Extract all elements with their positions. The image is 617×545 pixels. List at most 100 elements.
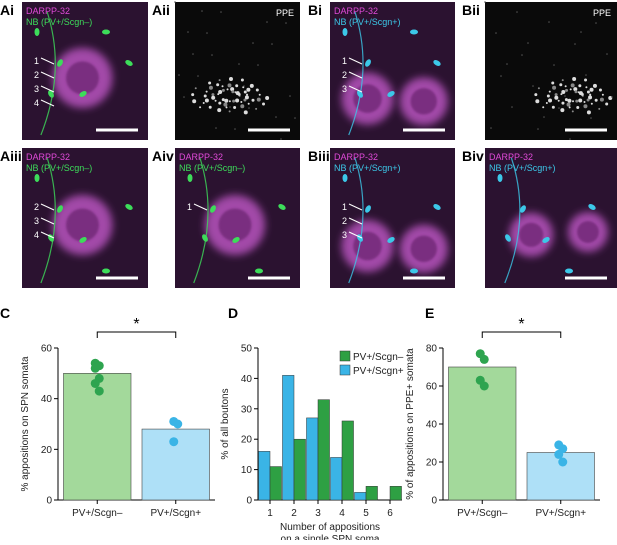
noise <box>211 54 213 56</box>
bar <box>365 486 378 501</box>
nucleus <box>519 222 544 247</box>
micrograph <box>175 148 300 288</box>
arrow <box>348 231 363 239</box>
stain-label: DARPP-32 <box>334 152 378 162</box>
noise <box>234 128 236 130</box>
x-tick-label: 4 <box>339 508 345 519</box>
arrow <box>348 57 363 65</box>
noise <box>580 31 582 33</box>
nucleus <box>576 221 599 243</box>
ppe-granule <box>240 101 243 104</box>
ppe-granule <box>223 102 228 107</box>
ppe-granule <box>208 81 212 85</box>
y-tick-label: 20 <box>41 445 53 456</box>
micrograph <box>484 1 617 140</box>
bouton <box>57 205 63 213</box>
data-point <box>554 449 564 459</box>
noise <box>548 21 550 23</box>
ppe-granule <box>246 87 251 92</box>
data-point <box>479 381 489 391</box>
bouton <box>79 237 87 243</box>
arrow-number: 1 <box>342 202 347 212</box>
stain-label: DARPP-32 <box>489 152 533 162</box>
ppe-granule <box>559 83 563 87</box>
noise <box>248 107 250 109</box>
y-tick-label: 80 <box>426 344 438 355</box>
ppe-granule <box>256 97 261 102</box>
noise <box>229 106 231 108</box>
y-tick-label: 0 <box>46 496 52 507</box>
ppe-granule <box>255 107 258 110</box>
noise <box>289 95 291 97</box>
ppe-granule <box>570 83 575 88</box>
bar <box>282 375 295 501</box>
ppe-granule <box>598 107 601 110</box>
arrow-number: 1 <box>342 56 347 66</box>
noise <box>490 127 492 129</box>
ppe-granule <box>221 85 224 88</box>
bouton <box>125 204 133 210</box>
ppe-granule <box>564 85 567 88</box>
ppe-granule <box>545 102 548 105</box>
noise <box>201 10 203 12</box>
bouton <box>520 205 526 213</box>
ppe-granule <box>221 88 225 92</box>
x-tick-label: 2 <box>291 508 297 519</box>
arrow-number: 2 <box>342 70 347 80</box>
noise <box>266 21 268 23</box>
ppe-granule <box>601 93 604 96</box>
ppe-granule <box>598 88 602 92</box>
panel-label: E <box>425 305 434 321</box>
micrograph <box>485 148 617 288</box>
bouton <box>102 268 110 274</box>
ppe-granule <box>534 93 538 97</box>
noise <box>532 85 534 87</box>
bouton <box>588 204 596 210</box>
bouton <box>79 91 87 97</box>
y-axis-label: % of appositions on PPE+ somata <box>405 348 416 500</box>
micrograph <box>22 2 148 140</box>
noise <box>564 95 566 97</box>
ppe-granule <box>592 83 597 88</box>
bar <box>330 457 343 501</box>
ppe-granule <box>564 98 568 102</box>
noise <box>174 1 176 3</box>
ppe-granule <box>573 87 578 92</box>
arrow <box>40 71 55 79</box>
ppe-granule <box>214 99 217 102</box>
bouton <box>365 59 371 67</box>
arrow <box>348 217 363 225</box>
noise <box>238 63 240 65</box>
bouton <box>410 268 418 274</box>
noise <box>590 117 592 119</box>
ppe-granule <box>228 110 231 113</box>
nucleus <box>65 208 99 242</box>
noise <box>553 64 555 66</box>
bar <box>389 486 402 501</box>
panel-label: Bii <box>462 2 480 18</box>
arrow <box>348 71 363 79</box>
ppe-granule <box>191 93 195 97</box>
ppe-granule <box>575 99 579 103</box>
stain-label: NB (PV+/Scgn–) <box>179 163 245 173</box>
x-axis-label: on a single SPN soma <box>281 534 380 540</box>
arrow-number: 3 <box>342 84 347 94</box>
bouton <box>278 204 286 210</box>
ppe-granule <box>589 87 594 92</box>
y-tick-label: 60 <box>426 382 438 393</box>
panel-label: Ai <box>0 2 14 18</box>
legend-swatch <box>339 350 351 362</box>
ppe-granule <box>565 88 569 92</box>
nucleus <box>410 235 437 262</box>
ppe-granule <box>594 98 598 102</box>
y-tick-label: 0 <box>431 496 437 507</box>
noise <box>257 64 259 66</box>
ppe-granule <box>243 110 248 115</box>
micrograph <box>330 2 455 140</box>
arrow <box>40 99 55 107</box>
ppe-granule <box>542 106 545 109</box>
arrow-number: 2 <box>342 216 347 226</box>
noise <box>601 10 603 12</box>
ppe-granule <box>244 95 249 100</box>
ppe-granule <box>255 88 259 92</box>
